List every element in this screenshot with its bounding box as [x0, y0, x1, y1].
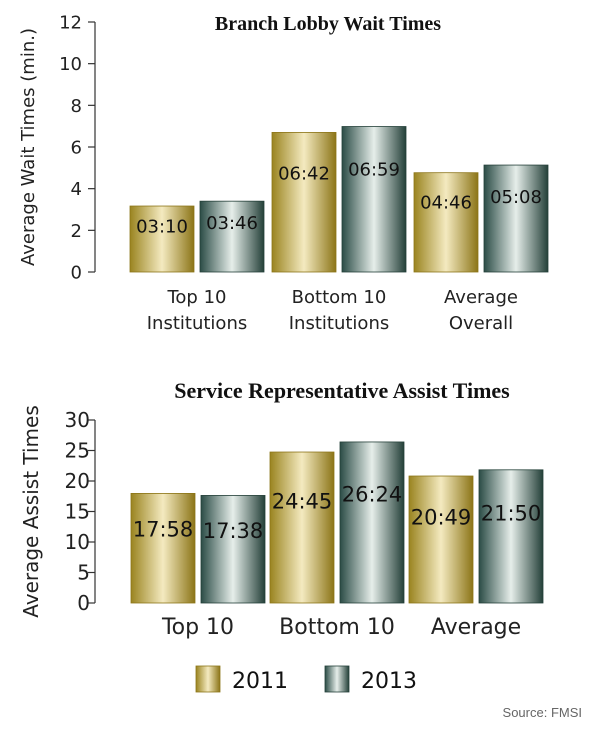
y-tick-label: 0 — [77, 591, 90, 615]
y-tick-label: 15 — [65, 500, 90, 524]
y-tick-label: 8 — [71, 96, 82, 117]
data-label-2011-3: 20:49 — [411, 506, 472, 530]
bar-2013-1 — [199, 200, 265, 273]
y-tick-label: 30 — [65, 408, 90, 432]
chart-title: Service Representative Assist Times — [174, 378, 510, 403]
chart-2: Service Representative Assist Times Avera… — [19, 378, 544, 640]
category-label: Overall — [449, 313, 513, 334]
data-label-2013-1: 17:38 — [203, 519, 264, 543]
y-tick-label: 4 — [71, 179, 82, 200]
y-tick-label: 6 — [71, 137, 82, 158]
category-label: Average — [444, 287, 518, 308]
legend-label-2011: 2011 — [232, 669, 288, 694]
category-label: Average — [431, 615, 521, 640]
chart-layer: Branch Lobby Wait Times Average Wait Time… — [18, 12, 549, 640]
y-tick-label: 25 — [65, 439, 90, 463]
y-tick-label: 12 — [59, 12, 82, 33]
data-label-2013-2: 26:24 — [342, 482, 403, 506]
bar-2011-1 — [129, 205, 195, 273]
y-tick-label: 0 — [71, 262, 82, 283]
data-label-2013-3: 21:50 — [481, 501, 542, 525]
data-label-2011-1: 03:10 — [136, 216, 188, 237]
y-axis-label: Average Assist Times — [19, 405, 43, 618]
category-label: Institutions — [147, 313, 247, 334]
bar-2011-2 — [269, 451, 335, 604]
bar-2013-2 — [339, 441, 405, 604]
y-axis-label: Average Wait Times (min.) — [18, 28, 39, 266]
bar-2011-2 — [271, 132, 337, 273]
y-tick-label: 10 — [59, 54, 82, 75]
legend-swatch-2013 — [324, 665, 350, 693]
y-tick-label: 10 — [65, 530, 90, 554]
chart-1: Branch Lobby Wait Times Average Wait Time… — [18, 12, 549, 334]
source-note: Source: FMSI — [502, 705, 582, 720]
legend: 2011 2013 — [195, 665, 417, 694]
bar-2011-3 — [413, 172, 479, 273]
bar-2013-2 — [341, 126, 407, 273]
legend-label-2013: 2013 — [361, 669, 417, 694]
data-label-2013-2: 06:59 — [348, 159, 400, 180]
data-label-2011-2: 24:45 — [272, 489, 333, 513]
data-label-2013-1: 03:46 — [206, 213, 258, 234]
category-label: Bottom 10 — [292, 287, 387, 308]
category-label: Institutions — [289, 313, 389, 334]
data-label-2011-1: 17:58 — [133, 517, 194, 541]
bar-2011-1 — [130, 493, 196, 604]
category-label: Top 10 — [166, 287, 226, 308]
bar-2013-1 — [200, 495, 266, 604]
data-label-2011-2: 06:42 — [278, 164, 330, 185]
data-label-2013-3: 05:08 — [490, 187, 542, 208]
bar-2013-3 — [483, 164, 549, 273]
data-label-2011-3: 04:46 — [420, 192, 472, 213]
y-tick-label: 2 — [71, 221, 82, 242]
legend-swatch-2011 — [195, 665, 221, 693]
category-label: Bottom 10 — [279, 615, 395, 640]
bar-2013-3 — [478, 469, 544, 604]
chart-title: Branch Lobby Wait Times — [215, 13, 441, 35]
y-tick-label: 5 — [77, 561, 90, 585]
y-tick-label: 20 — [65, 469, 90, 493]
category-label: Top 10 — [161, 615, 234, 640]
bar-2011-3 — [408, 475, 474, 604]
